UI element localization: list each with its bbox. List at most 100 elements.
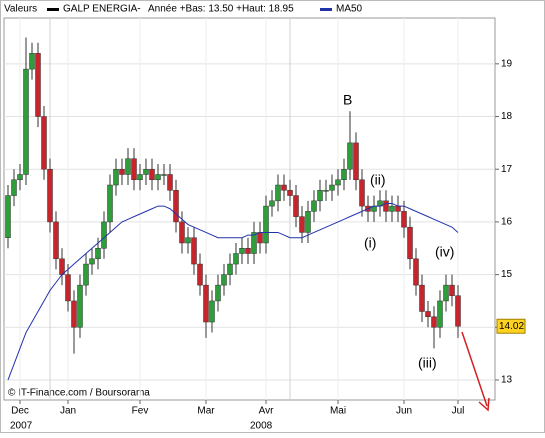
candle-body — [197, 263, 203, 286]
candle-body — [401, 211, 407, 228]
candle-body — [77, 284, 83, 328]
arrow — [461, 331, 490, 412]
candle-body — [17, 174, 23, 181]
candle-body — [137, 174, 143, 181]
candle-body — [71, 300, 77, 328]
candle-body — [149, 168, 155, 181]
legend-swatch — [320, 8, 332, 11]
candle-body — [443, 284, 449, 302]
candle-body — [269, 200, 275, 207]
candle-body — [257, 232, 263, 244]
candle-body — [53, 221, 59, 260]
x-tick-label: Mai — [330, 406, 346, 417]
candle-body — [425, 311, 431, 318]
candle-body — [125, 158, 131, 175]
x-tick-label: Avr — [259, 406, 274, 417]
candle-body — [143, 168, 149, 175]
candle-body — [5, 195, 11, 238]
candle-body — [263, 205, 269, 244]
x-tick-label: Jul — [452, 406, 465, 417]
candle-body — [179, 221, 185, 244]
candle-body — [419, 284, 425, 312]
wave-annotation: (i) — [364, 235, 376, 251]
last-price-label: 14.02 — [499, 321, 524, 332]
x-tick-label: Jun — [396, 406, 412, 417]
candle-body — [317, 190, 323, 202]
candle-body — [35, 53, 41, 117]
candle-body — [287, 190, 293, 196]
candle-body — [161, 174, 167, 176]
candle-body — [89, 258, 95, 265]
y-tick-label: 17 — [501, 164, 513, 175]
candle-body — [227, 263, 233, 275]
wave-annotation: (ii) — [370, 172, 386, 188]
x-tick-label: Jan — [60, 406, 76, 417]
legend-swatch — [47, 8, 59, 11]
wave-annotation: (iii) — [418, 355, 437, 371]
candle-body — [167, 174, 173, 191]
candle-body — [47, 168, 53, 223]
candle-body — [293, 195, 299, 217]
candle-body — [83, 263, 89, 286]
candle-body — [407, 226, 413, 260]
wave-annotation: B — [343, 92, 352, 108]
y-tick-label: 15 — [501, 269, 513, 280]
candle-body — [455, 295, 461, 327]
year-label: 2008 — [250, 421, 273, 432]
candle-body — [353, 142, 359, 181]
candle-body — [245, 248, 251, 254]
candle-body — [155, 174, 161, 181]
source: © IT-Finance.com / Boursorama — [8, 388, 150, 399]
candle-body — [101, 221, 107, 249]
candle-body — [383, 200, 389, 212]
label: Valeurs — [4, 4, 37, 15]
candle-body — [359, 179, 365, 207]
candle-body — [233, 253, 239, 265]
y-tick-label: 18 — [501, 111, 513, 122]
candle-body — [431, 316, 437, 328]
candle-body — [191, 237, 197, 265]
candle-body — [311, 200, 317, 212]
candle-body — [239, 248, 245, 254]
candle-body — [41, 116, 47, 170]
wave-annotation: (iv) — [435, 244, 454, 260]
candle-body — [107, 184, 113, 223]
candle-body — [65, 274, 71, 302]
candle-body — [251, 232, 257, 254]
candle-body — [95, 248, 101, 260]
candle-body — [221, 274, 227, 286]
candle-body — [329, 184, 335, 191]
legend-entry: GALP ENERGIA- — [63, 4, 141, 15]
candle-body — [185, 237, 191, 244]
candle-body — [131, 158, 137, 181]
legend-entry: MA50 — [336, 4, 363, 15]
y-tick-label: 13 — [501, 375, 513, 386]
candle-body — [11, 179, 17, 196]
candle-body — [413, 258, 419, 286]
candle-body — [323, 190, 329, 192]
candle-body — [275, 184, 281, 202]
candle-body — [173, 190, 179, 223]
ma-line — [7, 202, 459, 381]
plot-area — [3, 17, 496, 401]
candle-body — [341, 168, 347, 181]
candle-body — [335, 179, 341, 186]
y-tick-label: 19 — [501, 58, 513, 69]
candle-body — [215, 284, 221, 302]
candle-body — [203, 284, 209, 323]
year-label: 2007 — [10, 421, 33, 432]
candle-body — [119, 168, 125, 175]
candle-body — [23, 68, 29, 175]
candle-body — [347, 142, 353, 170]
candle-body — [299, 216, 305, 233]
y-tick-label: 16 — [501, 217, 513, 228]
subtitle: Année +Bas: 13.50 +Haut: 18.95 — [148, 4, 294, 15]
candle-body — [449, 284, 455, 296]
candle-body — [437, 300, 443, 328]
x-tick-label: Fev — [132, 406, 149, 417]
candle-body — [209, 300, 215, 323]
candle-body — [59, 258, 65, 275]
x-tick-label: Dec — [11, 406, 29, 417]
x-tick-label: Mar — [197, 406, 215, 417]
candle-body — [305, 211, 311, 233]
